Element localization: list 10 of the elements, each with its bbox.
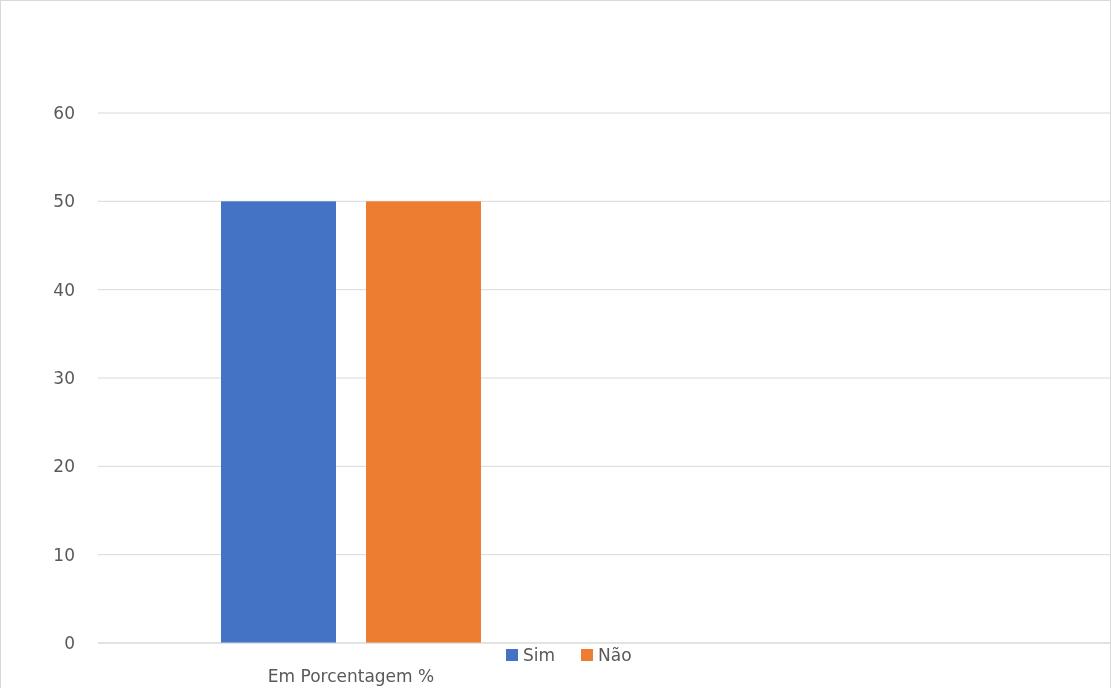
y-tick-label: 60 (53, 103, 75, 123)
x-tick-label: Em Porcentagem % (267, 666, 435, 686)
y-tick-label: 10 (53, 544, 75, 565)
y-tick-label: 30 (53, 368, 75, 388)
y-tick-label: 50 (53, 191, 75, 212)
y-tick-label: 40 (53, 279, 75, 300)
legend-label: Sim (523, 645, 556, 665)
y-tick-label: 0 (64, 633, 75, 653)
y-tick-label: 20 (53, 456, 75, 477)
legend-label: Não (598, 645, 632, 665)
